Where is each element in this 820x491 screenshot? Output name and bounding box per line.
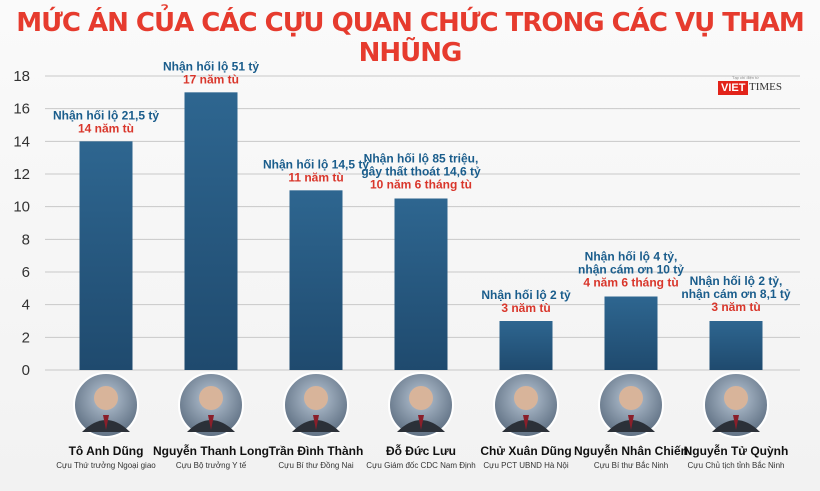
y-tick-label: 0 [22, 362, 30, 379]
bar [499, 321, 553, 370]
person-name: Tô Anh Dũng [69, 444, 144, 458]
person-name: Chử Xuân Dũng [480, 444, 571, 458]
bar-annotation-detail: Nhận hối lộ 14,5 tỷ [263, 157, 369, 171]
bar-annotation-detail: Nhận hối lộ 2 tỷ [481, 288, 571, 302]
bar-annotation-sentence: 3 năm tù [711, 300, 760, 314]
bar [289, 190, 343, 370]
avatar [703, 372, 769, 438]
y-tick-label: 6 [22, 264, 30, 281]
avatar [73, 372, 139, 438]
people: Tô Anh Dũng Cựu Thứ trưởng Ngoại giao Nguy… [56, 372, 789, 470]
y-tick-label: 16 [13, 101, 30, 118]
person-name: Nguyễn Tử Quỳnh [684, 443, 789, 458]
person-role: Cựu PCT UBND Hà Nội [483, 461, 568, 470]
bar [79, 141, 133, 370]
y-tick-label: 8 [22, 231, 30, 248]
bar-annotation-detail: nhận cám ơn 10 tỷ [578, 263, 684, 277]
y-tick-label: 18 [13, 68, 30, 85]
bars [79, 92, 763, 370]
person-role: Cựu Bí thư Đồng Nai [278, 461, 353, 470]
person-role: Cựu Thứ trưởng Ngoại giao [56, 461, 156, 470]
bar-annotation-sentence: 11 năm tù [288, 170, 343, 184]
bar [184, 92, 238, 370]
bar-annotation-detail: Nhận hối lộ 21,5 tỷ [53, 108, 159, 122]
bar-annotation-detail: Nhận hối lộ 2 tỷ, [690, 274, 783, 288]
person-role: Cựu Chủ tịch tỉnh Bắc Ninh [688, 461, 785, 470]
logo-brand-times: TIMES [749, 81, 782, 93]
bar-annotation-detail: nhận cám ơn 8,1 tỷ [681, 287, 791, 301]
logo-brand-viet: VIET [718, 81, 749, 95]
bar-annotation-sentence: 14 năm tù [78, 121, 134, 135]
person-name: Trần Đình Thành [269, 444, 364, 458]
y-tick-label: 10 [13, 199, 30, 216]
bar-annotation-sentence: 17 năm tù [183, 72, 239, 86]
bar [709, 321, 763, 370]
person-role: Cựu Bộ trưởng Y tế [176, 461, 247, 470]
bar-annotation-sentence: 10 năm 6 tháng tù [370, 178, 472, 192]
bar-annotation-sentence: 3 năm tù [501, 301, 550, 315]
person-role: Cựu Giám đốc CDC Nam Định [366, 461, 475, 470]
bar-annotation-detail: Nhận hối lộ 4 tỷ, [585, 250, 678, 264]
y-tick-label: 2 [22, 329, 30, 346]
bar [604, 296, 658, 370]
avatar [283, 372, 349, 438]
y-axis: 0 2 4 6 8 10 12 14 16 18 [13, 68, 30, 379]
person-name: Đỗ Đức Lưu [386, 443, 456, 458]
y-tick-label: 4 [22, 297, 30, 314]
avatar [598, 372, 664, 438]
logo-tagline: Tạp chí điện tử [732, 75, 759, 80]
bar-annotation-sentence: 4 năm 6 tháng tù [583, 276, 678, 290]
person-name: Nguyễn Nhân Chiến [574, 443, 688, 458]
bar-annotation-detail: Nhận hối lộ 85 triệu, [364, 152, 479, 166]
bar [394, 198, 448, 370]
bar-annotation-detail: gây thất thoát 14,6 tỷ [361, 165, 481, 179]
person-role: Cựu Bí thư Bắc Ninh [594, 461, 668, 470]
bar-annotation-detail: Nhận hối lộ 51 tỷ [163, 59, 259, 73]
avatar [178, 372, 244, 438]
y-tick-label: 12 [13, 166, 30, 183]
chart-title: MỨC ÁN CỦA CÁC CỰU QUAN CHỨC TRONG CÁC V… [16, 8, 805, 68]
avatar [493, 372, 559, 438]
avatar [388, 372, 454, 438]
y-tick-label: 14 [13, 133, 30, 150]
person-name: Nguyễn Thanh Long [153, 443, 269, 458]
viettimes-logo: Tạp chí điện tử VIET TIMES [718, 75, 792, 97]
